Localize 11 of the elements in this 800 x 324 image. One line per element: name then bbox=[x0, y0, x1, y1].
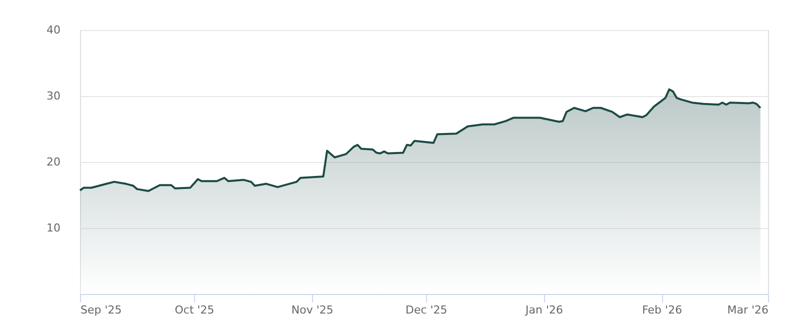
x-tick-label: Dec '25 bbox=[405, 304, 448, 316]
x-tick-label: Nov '25 bbox=[291, 304, 334, 316]
x-tick-label: Oct '25 bbox=[174, 304, 214, 316]
y-tick-label: 20 bbox=[46, 156, 60, 168]
y-tick-label: 40 bbox=[46, 24, 60, 36]
x-tick-label: Sep '25 bbox=[80, 304, 122, 316]
y-tick-label: 30 bbox=[46, 90, 60, 102]
x-tick-label: Jan '26 bbox=[524, 304, 563, 316]
x-tick-label: Feb '26 bbox=[642, 304, 682, 316]
x-tick-label: Mar '26 bbox=[727, 304, 768, 316]
y-tick-label: 10 bbox=[46, 222, 60, 234]
